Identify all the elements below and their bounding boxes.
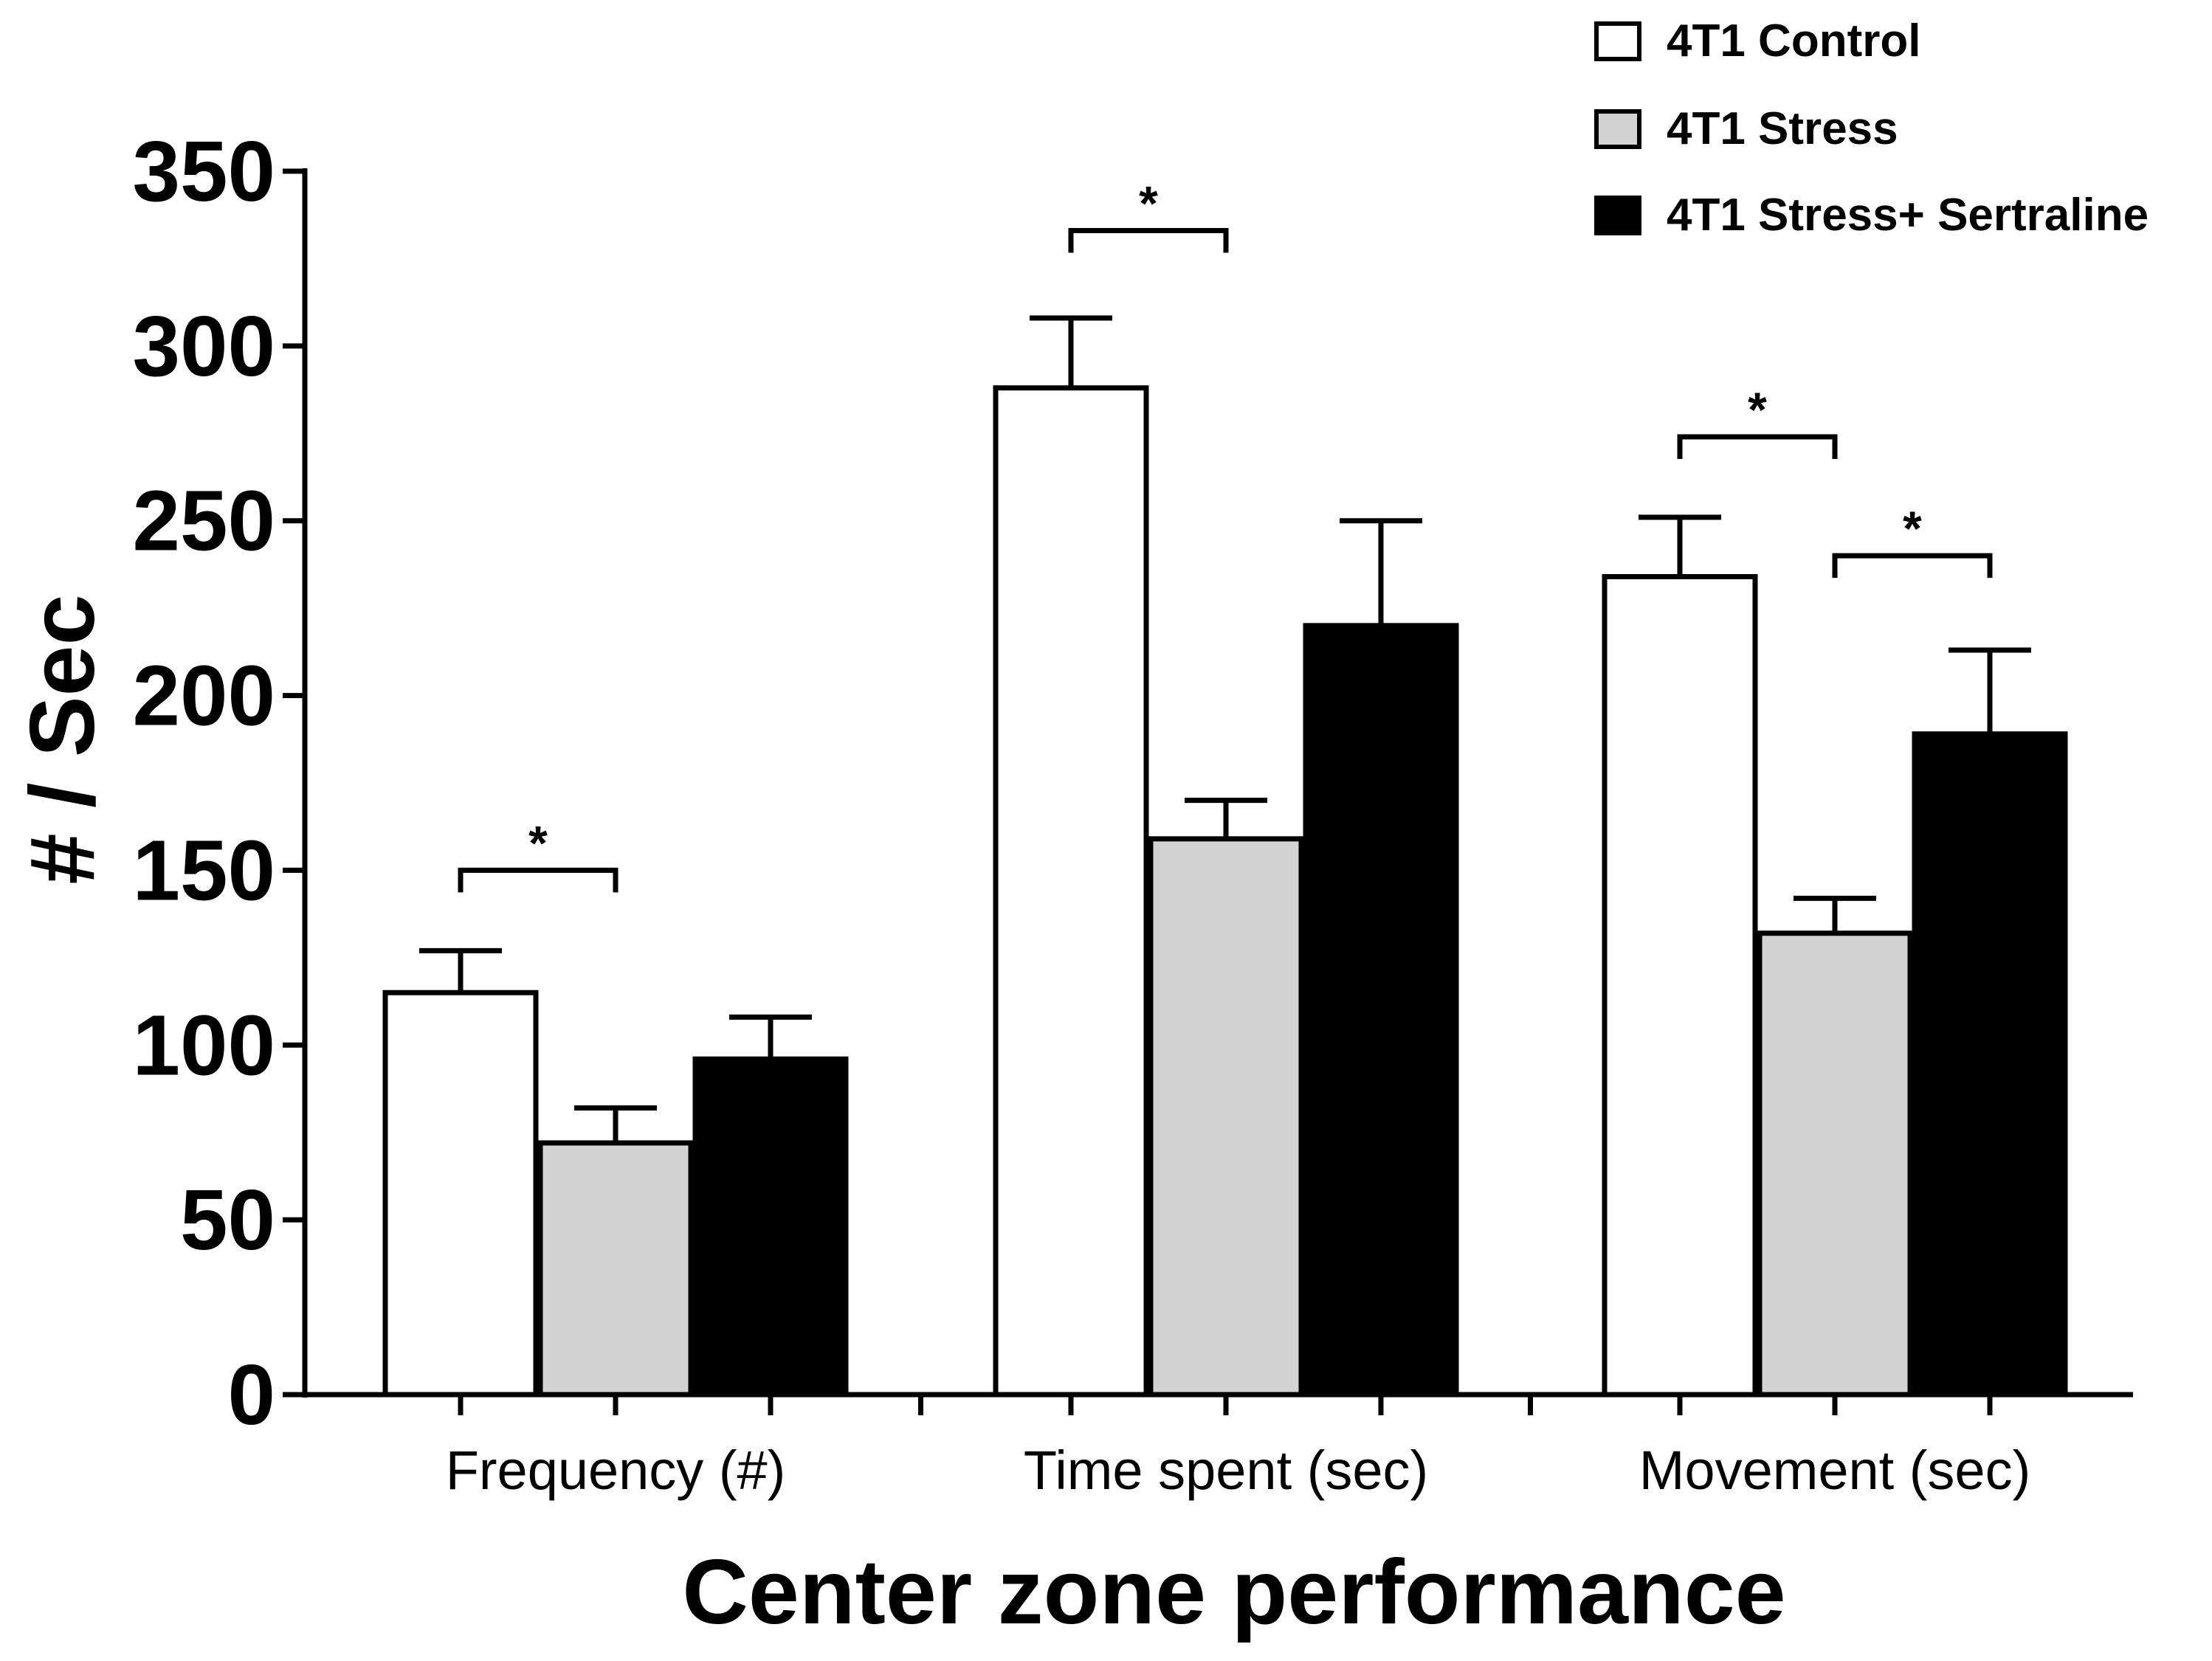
x-axis-title: Center zone performance xyxy=(682,1541,1785,1643)
bar-1-0 xyxy=(537,1140,694,1398)
significance-star: * xyxy=(1139,176,1158,231)
error-bars xyxy=(419,315,2031,1143)
significance-brackets: * * * * xyxy=(458,176,1993,893)
y-tick-label: 250 xyxy=(132,473,275,569)
y-tick-label: 200 xyxy=(132,648,275,744)
category-label: Time spent (sec) xyxy=(1024,1440,1428,1501)
bar-0-2 xyxy=(1602,574,1758,1398)
legend-swatch xyxy=(1594,21,1641,61)
legend-swatch xyxy=(1594,109,1641,149)
y-tick-label: 100 xyxy=(132,997,275,1093)
significance-bracket xyxy=(1677,434,1838,460)
bar-2-1 xyxy=(1303,623,1459,1398)
y-tick-label: 300 xyxy=(132,298,275,394)
legend-label: 4T1 Control xyxy=(1667,15,1920,66)
bar-2-0 xyxy=(692,1056,849,1398)
y-tick-label: 350 xyxy=(132,123,275,219)
legend-label: 4T1 Stress+ Sertraline xyxy=(1667,190,2149,241)
significance-bracket xyxy=(1068,228,1229,253)
bar-0-1 xyxy=(993,385,1149,1398)
bar-2-2 xyxy=(1912,731,2068,1398)
legend-label: 4T1 Stress xyxy=(1667,103,1898,154)
y-tick-label: 0 xyxy=(227,1347,275,1443)
legend-swatch xyxy=(1594,196,1641,235)
significance-star: * xyxy=(528,815,548,870)
y-tick-label: 150 xyxy=(132,822,275,918)
legend: 4T1 Control 4T1 Stress 4T1 Stress+ Sertral… xyxy=(1594,15,2149,241)
y-axis: 0 50 100 150 200 250 300 350 xyxy=(132,123,308,1443)
bars xyxy=(382,385,2068,1398)
bar-0-0 xyxy=(382,990,539,1398)
significance-star: * xyxy=(1903,501,1922,556)
bar-1-1 xyxy=(1148,836,1304,1398)
y-axis-title: # / Sec xyxy=(12,595,114,885)
significance-bracket xyxy=(1832,553,1993,579)
y-tick-label: 50 xyxy=(180,1172,275,1268)
x-axis: Frequency (#) Time spent (sec) Movement (s… xyxy=(302,1392,2133,1501)
category-label: Movement (sec) xyxy=(1639,1440,2030,1501)
bar-1-2 xyxy=(1757,930,1913,1398)
category-label: Frequency (#) xyxy=(446,1440,786,1501)
significance-star: * xyxy=(1748,382,1767,437)
significance-bracket xyxy=(458,867,619,893)
